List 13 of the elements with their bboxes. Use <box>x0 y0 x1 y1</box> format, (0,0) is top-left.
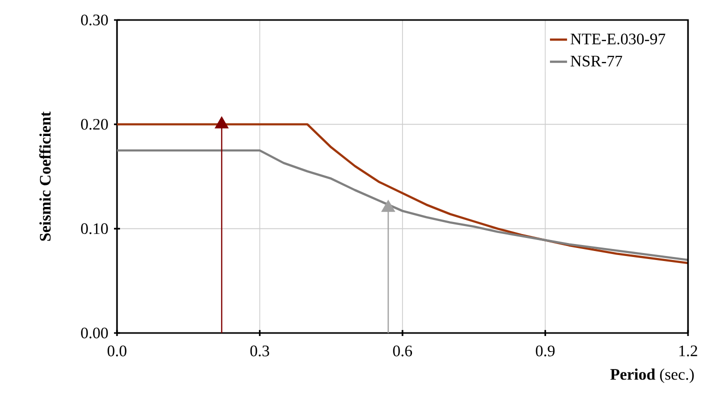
y-tick-label: 0.30 <box>81 14 108 26</box>
y-tick-label: 0.20 <box>81 118 108 130</box>
x-tick-label: 0.3 <box>250 346 270 356</box>
x-tick-label: 0.9 <box>536 346 555 356</box>
legend-label: NSR-77 <box>570 56 622 66</box>
y-tick-label: 0.00 <box>81 328 108 338</box>
legend-label: NTE-E.030-97 <box>570 34 666 44</box>
y-tick-label: 0.10 <box>81 223 108 234</box>
y-axis-title: Seismic Coefficient <box>39 111 51 241</box>
x-axis-title: Period (sec.) <box>610 368 694 384</box>
x-tick-label: 1.2 <box>679 346 698 356</box>
x-tick-label: 0.6 <box>393 346 412 356</box>
x-tick-label: 0.0 <box>108 346 126 356</box>
